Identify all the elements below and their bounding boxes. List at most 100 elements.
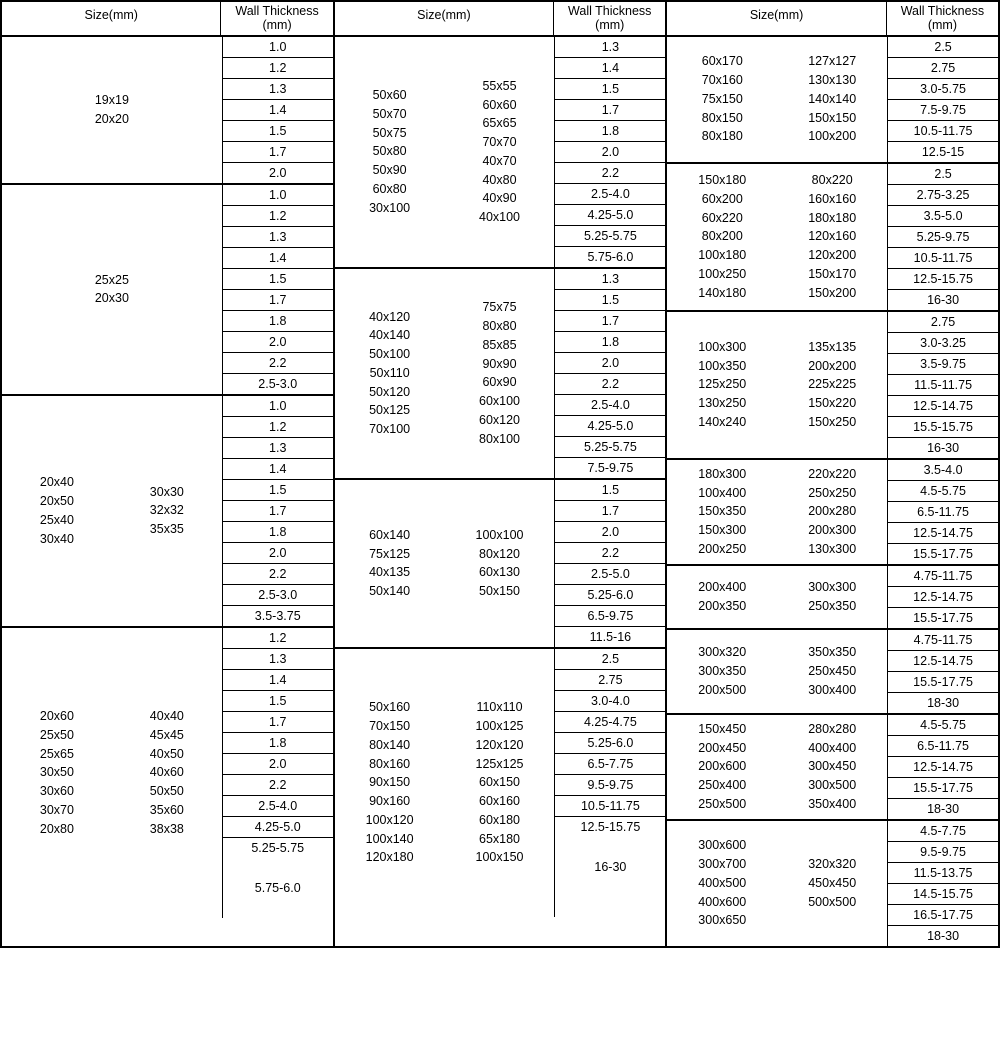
size-value: 38x38 <box>150 822 184 836</box>
thickness-value: 2.2 <box>555 374 665 395</box>
size-value: 20x60 <box>40 709 74 723</box>
size-value: 140x180 <box>698 286 746 300</box>
thickness-value: 15.5-15.75 <box>888 417 998 438</box>
panel-a: Size(mm) Wall Thickness (mm) 19x1920x201… <box>2 2 335 946</box>
size-value: 500x500 <box>808 895 856 909</box>
size-value: 120x200 <box>808 248 856 262</box>
panel-b: Size(mm) Wall Thickness (mm) 50x6050x705… <box>335 2 668 946</box>
thickness-value: 4.75-11.75 <box>888 630 998 651</box>
thickness-value: 2.0 <box>555 353 665 374</box>
thickness-value: 7.5-9.75 <box>888 100 998 121</box>
thickness-column: 1.01.21.31.41.51.72.0 <box>223 37 333 183</box>
size-value: 40x100 <box>479 210 520 224</box>
thickness-value: 5.25-5.75 <box>555 226 665 247</box>
size-column: 300x600300x700400x500400x600300x650 <box>667 832 777 934</box>
thickness-value: 16-30 <box>888 290 998 310</box>
size-value: 400x600 <box>698 895 746 909</box>
thickness-value: 1.7 <box>555 100 665 121</box>
thickness-value: 14.5-15.75 <box>888 884 998 905</box>
size-value: 60x80 <box>373 182 407 196</box>
thickness-column: 4.5-5.756.5-11.7512.5-14.7515.5-17.7518-… <box>888 715 998 819</box>
size-value: 200x500 <box>698 683 746 697</box>
thickness-value: 2.75 <box>555 670 665 691</box>
size-columns: 100x300100x350125x250130x250140x240135x1… <box>667 312 888 458</box>
size-value: 60x180 <box>479 813 520 827</box>
thickness-value: 12.5-14.75 <box>888 651 998 672</box>
thickness-value: 12.5-14.75 <box>888 523 998 544</box>
size-value: 300x300 <box>808 580 856 594</box>
size-value: 50x140 <box>369 584 410 598</box>
thickness-value: 9.5-9.75 <box>888 842 998 863</box>
size-value: 20x80 <box>40 822 74 836</box>
size-value: 280x280 <box>808 722 856 736</box>
thickness-value: 1.0 <box>223 185 333 206</box>
size-value: 25x50 <box>40 728 74 742</box>
thickness-column: 2.52.753.0-4.04.25-4.755.25-6.06.5-7.759… <box>555 649 665 917</box>
size-value: 100x350 <box>698 359 746 373</box>
thickness-value: 2.2 <box>555 163 665 184</box>
thickness-value: 12.5-14.75 <box>888 757 998 778</box>
size-group: 200x400200x350300x300250x3504.75-11.7512… <box>667 566 998 630</box>
thickness-value: 10.5-11.75 <box>888 121 998 142</box>
size-value: 125x250 <box>698 377 746 391</box>
thickness-value: 4.5-5.75 <box>888 715 998 736</box>
size-value: 350x400 <box>808 797 856 811</box>
size-group: 100x300100x350125x250130x250140x240135x1… <box>667 312 998 460</box>
size-value: 30x40 <box>40 532 74 546</box>
thickness-value: 2.75 <box>888 312 998 333</box>
size-column: 280x280400x400300x450300x500350x400 <box>777 716 887 818</box>
thickness-value: 6.5-11.75 <box>888 502 998 523</box>
size-value: 75x125 <box>369 547 410 561</box>
size-value: 135x135 <box>808 340 856 354</box>
size-value: 60x140 <box>369 528 410 542</box>
thickness-value: 12.5-14.75 <box>888 587 998 608</box>
thickness-value: 3.5-9.75 <box>888 354 998 375</box>
size-group: 150x450200x450200x600250x400250x500280x2… <box>667 715 998 821</box>
size-columns: 20x6025x5025x6530x5030x6030x7020x8040x40… <box>2 628 223 918</box>
size-value: 100x120 <box>366 813 414 827</box>
size-value: 125x125 <box>476 757 524 771</box>
thickness-value: 1.5 <box>223 480 333 501</box>
size-column: 135x135200x200225x225150x220150x250 <box>777 334 887 436</box>
size-column: 40x4045x4540x5040x6050x5035x6038x38 <box>112 703 222 842</box>
size-value: 60x100 <box>479 394 520 408</box>
thickness-value: 12.5-15 <box>888 142 998 162</box>
size-value: 180x300 <box>698 467 746 481</box>
thickness-value <box>223 898 333 918</box>
size-column: 180x300100x400150x350150x300200x250 <box>667 461 777 563</box>
size-value: 250x250 <box>808 486 856 500</box>
size-value: 75x75 <box>482 300 516 314</box>
size-group: 20x6025x5025x6530x5030x6030x7020x8040x40… <box>2 628 333 918</box>
size-value: 200x280 <box>808 504 856 518</box>
thickness-value: 1.0 <box>223 396 333 417</box>
thickness-value: 1.8 <box>555 332 665 353</box>
thickness-value: 1.4 <box>223 248 333 269</box>
size-value: 80x140 <box>369 738 410 752</box>
thickness-value: 5.25-6.0 <box>555 585 665 606</box>
size-value: 220x220 <box>808 467 856 481</box>
size-column: 300x320300x350200x500 <box>667 639 777 703</box>
size-columns: 180x300100x400150x350150x300200x250 220x2… <box>667 460 888 564</box>
thickness-value: 4.5-5.75 <box>888 481 998 502</box>
size-value: 80x200 <box>702 229 743 243</box>
size-value: 50x75 <box>373 126 407 140</box>
thickness-value: 2.5 <box>555 649 665 670</box>
size-value: 30x30 <box>150 485 184 499</box>
size-group: 20x4020x5025x4030x4030x3032x3235x351.01.… <box>2 396 333 628</box>
size-value: 25x40 <box>40 513 74 527</box>
size-value: 35x60 <box>150 803 184 817</box>
thickness-value: 2.75 <box>888 58 998 79</box>
thickness-value: 2.0 <box>223 754 333 775</box>
size-column: 200x400200x350 <box>667 574 777 620</box>
thickness-value: 2.0 <box>555 522 665 543</box>
size-value: 70x70 <box>482 135 516 149</box>
thickness-value: 1.0 <box>223 37 333 58</box>
size-value: 75x150 <box>702 92 743 106</box>
thickness-column: 4.5-7.759.5-9.7511.5-13.7514.5-15.7516.5… <box>888 821 998 946</box>
thickness-value: 2.5-4.0 <box>555 184 665 205</box>
size-group: 50x16070x15080x14080x16090x15090x160100x… <box>335 649 666 917</box>
header-size: Size(mm) <box>335 2 554 35</box>
size-column: 100x300100x350125x250130x250140x240 <box>667 334 777 436</box>
thickness-value: 4.75-11.75 <box>888 566 998 587</box>
size-column: 110x110100x125120x120125x12560x15060x160… <box>445 694 555 871</box>
